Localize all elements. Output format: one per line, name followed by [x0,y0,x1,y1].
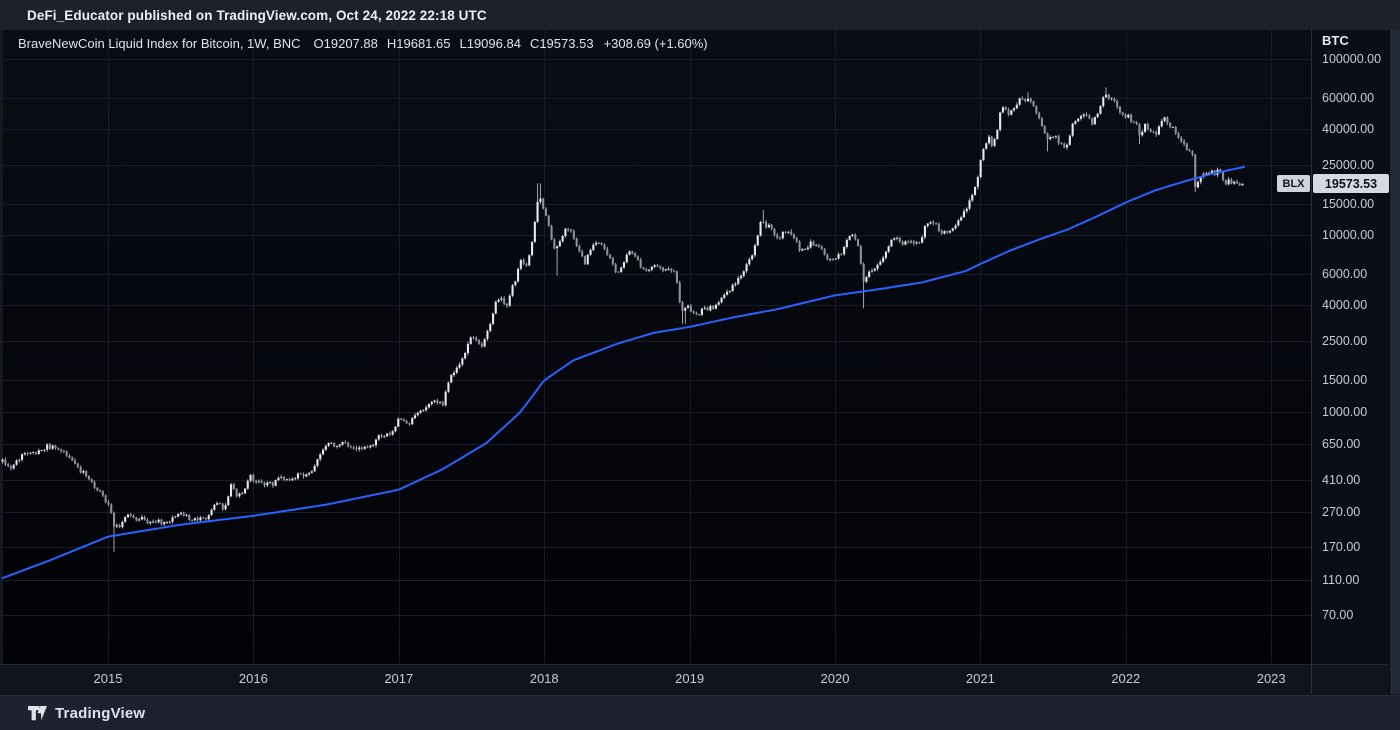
price-tick-label: 1000.00 [1322,404,1368,419]
legend-ohlc-value: C19573.53 [529,36,594,51]
currency-label: BTC [1322,33,1349,48]
price-tick-label: 6000.00 [1322,267,1368,282]
year-label: 2020 [820,671,850,686]
price-tick-label: 110.00 [1322,573,1360,588]
price-tick-label: 1500.00 [1322,373,1368,388]
pane-left-edge [0,30,3,664]
price-tick-label: 410.00 [1322,472,1361,487]
legend-ohlc-value: O19207.88 [313,36,378,51]
year-label: 2021 [965,671,995,686]
publish-banner: DeFi_Educator published on TradingView.c… [0,0,1400,30]
legend-change-value: +308.69 (+1.60%) [603,36,708,51]
price-tick-label: 650.00 [1322,437,1361,452]
time-axis[interactable] [0,664,1400,695]
year-label: 2016 [238,671,268,686]
year-label: 2023 [1256,671,1286,686]
legend-ohlc-value: L19096.84 [459,36,521,51]
footer-bar: TradingView [0,695,1400,730]
price-axis[interactable] [1312,30,1400,664]
right-edge-band [1389,30,1400,694]
price-tick-label: 2500.00 [1322,334,1368,349]
price-tick-label: 4000.00 [1322,298,1368,313]
price-tick-label: 170.00 [1322,540,1361,555]
price-tick-label: 40000.00 [1322,122,1375,137]
year-label: 2018 [529,671,559,686]
tradingview-logo-icon[interactable] [28,705,47,721]
price-tick-label: 100000.00 [1322,52,1382,66]
year-label: 2015 [93,671,123,686]
chart-pane-background [0,30,1312,664]
axis-separator [1311,30,1312,694]
price-tick-label: 60000.00 [1322,91,1375,106]
price-tick-label: 10000.00 [1322,228,1375,243]
year-label: 2022 [1111,671,1141,686]
price-tick-label: 25000.00 [1322,158,1375,173]
year-label: 2019 [675,671,705,686]
price-tick-label: 15000.00 [1322,197,1375,212]
brand-name[interactable]: TradingView [55,704,146,722]
price-tick-label: 70.00 [1322,608,1354,623]
legend-ohlc-value: H19681.65 [386,36,451,51]
series-badge: BLX [1277,175,1310,193]
last-price-label: 19573.53 [1313,174,1389,194]
year-label: 2017 [384,671,414,686]
chart-legend: BraveNewCoin Liquid Index for Bitcoin, 1… [18,36,708,51]
symbol-title: BraveNewCoin Liquid Index for Bitcoin, 1… [18,36,301,51]
price-tick-label: 270.00 [1322,504,1361,519]
publish-text: DeFi_Educator published on TradingView.c… [27,7,487,23]
